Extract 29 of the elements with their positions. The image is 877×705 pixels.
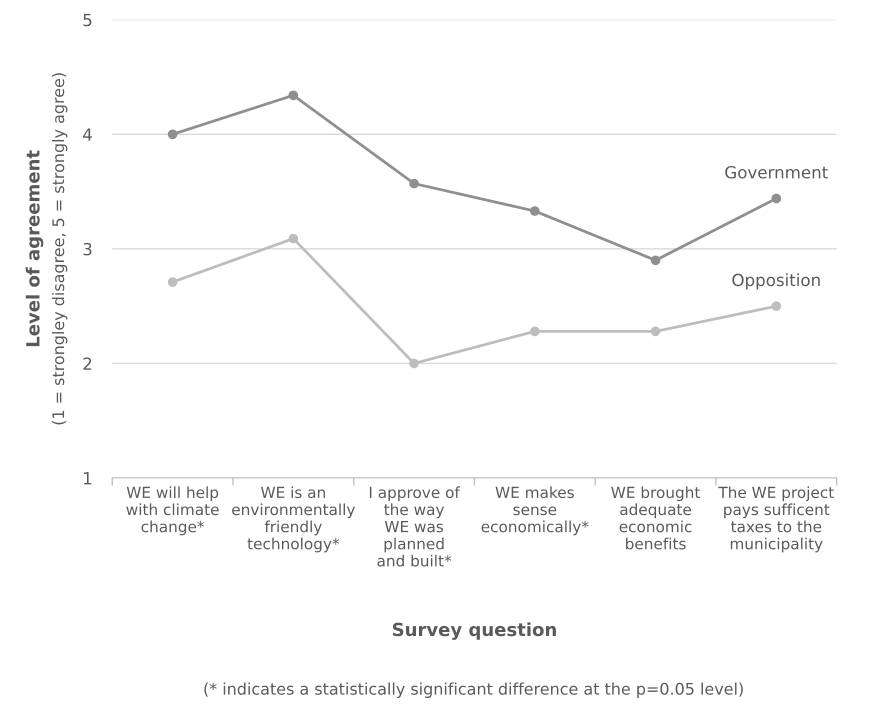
point [168,277,178,287]
y-tick-label: 2 [83,357,92,370]
x-tick-label: WE will help with climate change* [126,486,219,536]
x-axis-title: Survey question [392,622,556,640]
point [409,178,419,188]
text: (* indicates a statistically significant difference at the p=0.05 level) [204,682,743,698]
x-tick-label: WE makes sense economically* [482,486,588,536]
point [650,326,660,336]
point [771,301,782,312]
point [530,206,540,216]
point [168,129,178,140]
x-tick-label: The WE project pays sufficent taxes to the municipality [718,486,834,552]
y-tick-label: 5 [83,14,92,26]
point [409,358,419,368]
point [288,90,298,100]
series-label: Opposition [732,273,820,290]
series-label: Government [725,166,828,179]
point [288,234,298,244]
point [650,255,660,266]
y-tick-label: 3 [83,242,92,256]
text: (1 = strongley disagree, 5 = strongly agree) [52,73,68,424]
y-tick-label: 4 [83,128,92,141]
point [530,326,540,336]
x-tick-label: WE brought adequate economic benefits [611,486,700,550]
x-tick-label: WE is an environmentally friendly technology* [232,486,355,552]
y-axis-title: Level of agreement [26,150,44,346]
x-tick-label: I approve of the way WE was planned and built* [370,486,460,567]
y-tick-label: 1 [84,472,92,484]
point [771,194,782,204]
